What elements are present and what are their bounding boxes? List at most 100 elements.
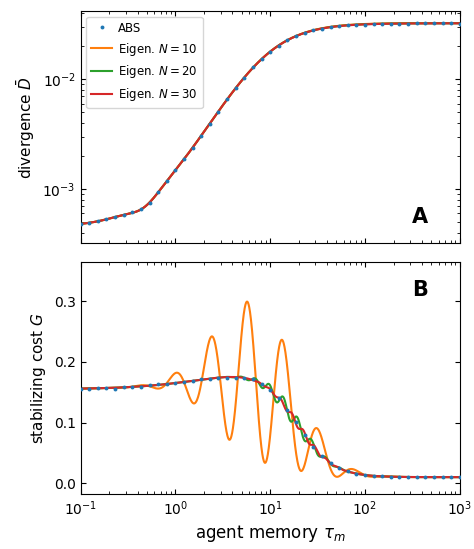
ABS bbox=[319, 452, 325, 459]
ABS bbox=[284, 37, 290, 44]
ABS bbox=[371, 473, 376, 479]
ABS bbox=[181, 156, 187, 163]
ABS bbox=[207, 120, 213, 127]
ABS bbox=[397, 21, 402, 27]
Eigen. $N = 30$ bbox=[376, 473, 382, 479]
ABS bbox=[293, 33, 299, 40]
Eigen. $N = 10$ bbox=[426, 20, 431, 26]
Eigen. $N = 30$ bbox=[446, 20, 452, 26]
Line: Eigen. $N = 30$: Eigen. $N = 30$ bbox=[81, 23, 460, 224]
Eigen. $N = 20$ bbox=[237, 373, 243, 380]
Eigen. $N = 30$ bbox=[262, 53, 268, 59]
ABS bbox=[216, 108, 221, 115]
Eigen. $N = 20$ bbox=[376, 473, 382, 479]
ABS bbox=[362, 21, 368, 28]
Eigen. $N = 20$ bbox=[457, 20, 463, 26]
ABS bbox=[259, 56, 264, 63]
Eigen. $N = 20$ bbox=[262, 383, 268, 390]
X-axis label: agent memory $\tau_m$: agent memory $\tau_m$ bbox=[195, 523, 346, 544]
ABS bbox=[104, 215, 109, 222]
ABS bbox=[112, 214, 118, 221]
Eigen. $N = 20$ bbox=[252, 375, 258, 382]
ABS bbox=[457, 20, 463, 27]
ABS bbox=[422, 20, 428, 26]
ABS bbox=[414, 20, 419, 27]
Eigen. $N = 30$ bbox=[446, 20, 451, 26]
Eigen. $N = 30$ bbox=[446, 474, 452, 480]
Eigen. $N = 30$ bbox=[457, 20, 463, 26]
Eigen. $N = 10$ bbox=[457, 20, 463, 26]
Eigen. $N = 30$ bbox=[97, 385, 103, 391]
ABS bbox=[164, 380, 170, 387]
ABS bbox=[440, 474, 446, 480]
ABS bbox=[199, 133, 204, 139]
ABS bbox=[104, 384, 109, 391]
ABS bbox=[405, 21, 411, 27]
ABS bbox=[250, 376, 256, 383]
ABS bbox=[336, 465, 342, 472]
ABS bbox=[379, 21, 385, 27]
Y-axis label: divergence $\bar{D}$: divergence $\bar{D}$ bbox=[15, 76, 37, 178]
Eigen. $N = 10$ bbox=[78, 221, 83, 227]
Eigen. $N = 30$ bbox=[78, 385, 83, 392]
ABS bbox=[155, 189, 161, 195]
ABS bbox=[405, 474, 411, 480]
ABS bbox=[457, 474, 463, 480]
Eigen. $N = 30$ bbox=[229, 374, 235, 380]
ABS bbox=[448, 20, 454, 27]
ABS bbox=[138, 206, 144, 212]
Eigen. $N = 10$ bbox=[78, 385, 83, 392]
Eigen. $N = 30$ bbox=[252, 378, 258, 384]
ABS bbox=[431, 20, 437, 26]
Eigen. $N = 20$ bbox=[446, 20, 451, 26]
Eigen. $N = 20$ bbox=[97, 385, 103, 391]
ABS bbox=[371, 20, 376, 27]
Eigen. $N = 30$ bbox=[78, 221, 83, 227]
ABS bbox=[448, 474, 454, 480]
ABS bbox=[336, 23, 342, 30]
ABS bbox=[112, 385, 118, 392]
Text: B: B bbox=[412, 281, 428, 300]
ABS bbox=[207, 376, 213, 382]
ABS bbox=[121, 384, 127, 390]
Eigen. $N = 10$ bbox=[252, 366, 258, 372]
Eigen. $N = 30$ bbox=[446, 474, 452, 480]
Eigen. $N = 30$ bbox=[252, 63, 258, 69]
Eigen. $N = 10$ bbox=[446, 20, 452, 26]
ABS bbox=[129, 384, 135, 390]
ABS bbox=[388, 20, 394, 27]
ABS bbox=[379, 473, 385, 480]
ABS bbox=[146, 199, 152, 206]
Eigen. $N = 10$ bbox=[262, 53, 268, 59]
ABS bbox=[190, 145, 195, 152]
ABS bbox=[397, 474, 402, 480]
ABS bbox=[259, 380, 264, 387]
ABS bbox=[233, 85, 238, 92]
ABS bbox=[328, 460, 333, 467]
ABS bbox=[155, 381, 161, 388]
Eigen. $N = 20$ bbox=[446, 474, 452, 480]
ABS bbox=[241, 374, 247, 381]
Eigen. $N = 30$ bbox=[262, 383, 268, 390]
Eigen. $N = 20$ bbox=[252, 63, 258, 69]
ABS bbox=[138, 383, 144, 390]
Eigen. $N = 10$ bbox=[244, 298, 250, 305]
ABS bbox=[302, 432, 308, 438]
ABS bbox=[241, 75, 247, 81]
ABS bbox=[95, 384, 100, 391]
Line: Eigen. $N = 20$: Eigen. $N = 20$ bbox=[81, 377, 460, 477]
ABS bbox=[354, 470, 359, 477]
Line: Eigen. $N = 20$: Eigen. $N = 20$ bbox=[81, 23, 460, 224]
ABS bbox=[362, 472, 368, 478]
ABS bbox=[78, 385, 83, 392]
ABS bbox=[181, 379, 187, 385]
Eigen. $N = 10$ bbox=[457, 474, 463, 480]
ABS bbox=[78, 221, 83, 227]
Eigen. $N = 20$ bbox=[446, 20, 452, 26]
Eigen. $N = 10$ bbox=[97, 217, 103, 224]
ABS bbox=[146, 382, 152, 389]
ABS bbox=[224, 96, 230, 103]
ABS bbox=[310, 27, 316, 33]
Eigen. $N = 30$ bbox=[376, 21, 382, 27]
ABS bbox=[224, 374, 230, 381]
